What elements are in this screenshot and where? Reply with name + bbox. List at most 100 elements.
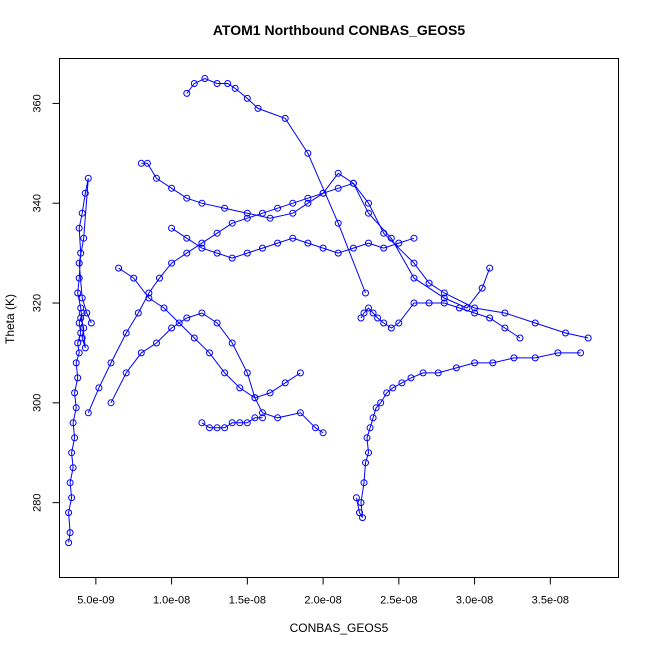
data-point [168,324,176,332]
data-point [352,494,360,502]
data-point [334,219,342,227]
data-point [75,224,83,232]
data-point [122,369,130,377]
data-point [71,389,79,397]
data-point [87,319,95,327]
series-1 [65,174,95,547]
data-point [75,319,83,327]
data-point [243,94,251,102]
data-point [304,239,312,247]
data-point [77,329,85,337]
data-point [489,359,497,367]
data-point [183,314,191,322]
data-point [156,274,163,282]
data-point [137,349,145,357]
data-point [160,304,168,312]
data-point [80,324,88,332]
data-point [228,339,236,347]
x-tick-label: 3.0e-08 [456,595,493,607]
data-point [363,434,371,442]
y-tick-label: 360 [32,94,44,112]
data-point [236,384,244,392]
data-point [365,304,372,312]
data-point [274,239,282,247]
data-point [80,234,88,242]
data-point [122,329,130,337]
series-4 [183,75,369,297]
data-point [69,464,77,472]
data-point [168,184,176,192]
data-point [213,249,221,257]
data-point [221,424,229,432]
data-point [372,404,380,412]
data-point [145,289,153,297]
data-point [213,229,221,237]
data-point [75,259,83,267]
data-point [183,194,191,202]
data-point [410,299,418,307]
data-point [281,379,289,387]
data-point [360,309,368,317]
data-point [349,179,357,187]
data-point [107,359,115,367]
data-point [259,409,266,417]
data-point [243,419,251,427]
data-point [198,239,206,247]
data-point [366,424,374,432]
data-point [377,399,385,407]
data-point [134,309,142,317]
series-line [171,227,415,259]
data-point [228,419,236,427]
data-point [115,264,123,272]
data-point [274,204,282,212]
data-point [231,84,239,92]
series-3 [137,159,494,312]
data-point [349,244,357,252]
data-point [243,249,251,257]
data-point [395,239,403,247]
data-point [296,369,304,377]
data-point [365,199,372,207]
data-point [213,424,221,432]
data-point [501,309,509,317]
data-point [577,349,585,357]
data-point [75,349,83,357]
data-point [183,89,191,97]
data-point [289,209,297,217]
x-tick-label: 1.0e-08 [153,595,190,607]
data-point [243,209,251,217]
data-point [407,374,415,382]
data-point [251,394,259,402]
series-6 [115,264,304,402]
data-point [554,349,562,357]
y-axis-label: Theta (K) [3,294,17,344]
data-point [425,279,433,287]
series-7 [352,349,585,522]
x-tick-label: 5.0e-09 [77,595,114,607]
data-point [395,319,403,327]
data-point [471,359,479,367]
data-point [369,414,377,422]
data-point [190,334,198,342]
data-point [455,304,463,312]
data-point [319,429,327,437]
data-point [213,80,221,87]
data-point [77,249,85,257]
data-point [183,234,191,242]
series-10 [198,414,266,432]
data-point [78,309,86,317]
data-point [84,174,92,182]
data-point [77,314,85,322]
data-point [72,404,80,412]
y-tick-label: 300 [32,394,44,412]
data-point [387,324,395,332]
data-point [380,319,388,327]
x-tick-label: 2.0e-08 [304,595,341,607]
data-point [66,529,74,537]
data-point [107,399,115,407]
data-point [198,199,206,207]
data-point [312,424,319,432]
y-tick-label: 320 [32,294,44,312]
data-point [374,314,382,322]
